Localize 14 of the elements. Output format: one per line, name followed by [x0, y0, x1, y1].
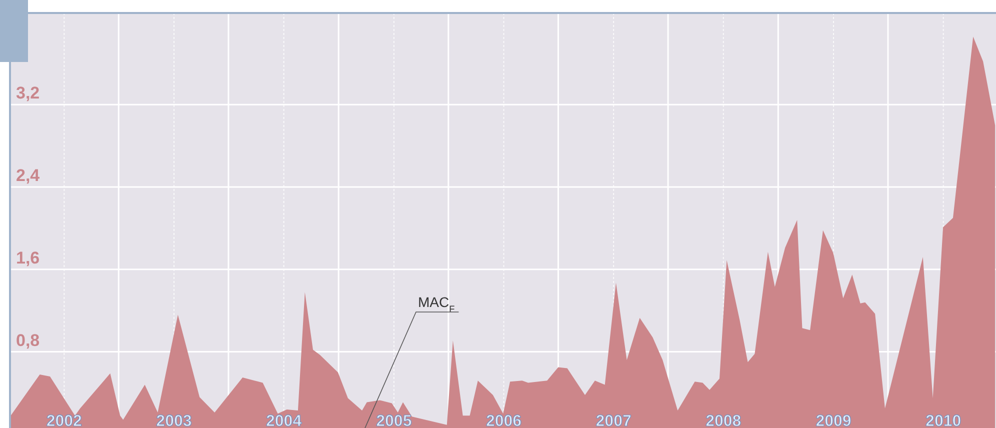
y-tick-label: 1,6 [16, 248, 40, 268]
series-label: MAC$_{F}$ [418, 294, 456, 314]
x-tick-label: 2004 [266, 413, 302, 428]
y-tick-label: 2,4 [16, 166, 40, 186]
x-tick-label: 2006 [486, 413, 522, 428]
y-tick-label: 0,8 [16, 330, 40, 350]
y-tick-label: 3,2 [16, 84, 40, 103]
x-tick-label: 2010 [926, 413, 962, 428]
x-tick-label: 2009 [816, 413, 852, 428]
x-tick-label: 2002 [46, 413, 82, 428]
x-tick-label: 2003 [156, 413, 192, 428]
x-tick-label: 2007 [596, 413, 632, 428]
x-tick-label: 2005 [376, 413, 412, 428]
x-tick-label: 2008 [706, 413, 742, 428]
